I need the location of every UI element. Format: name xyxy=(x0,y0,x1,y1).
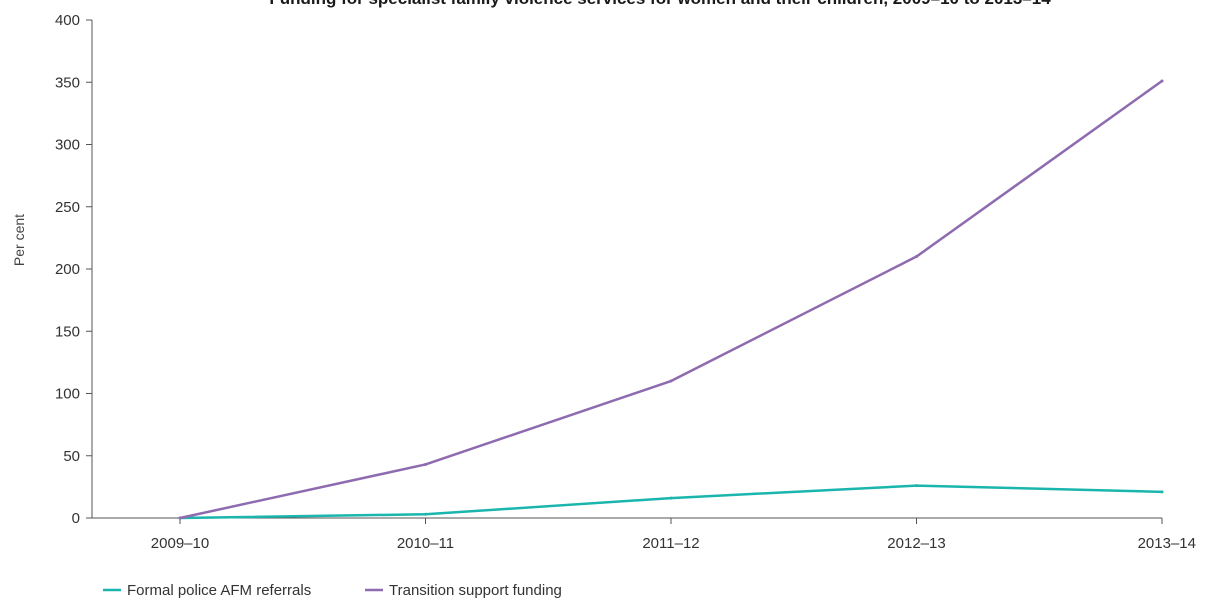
data-point xyxy=(1160,490,1164,494)
x-tick-label: 2011–12 xyxy=(642,535,699,552)
series-line-2 xyxy=(179,79,1163,520)
series-line-1 xyxy=(179,484,1163,520)
y-tick-label: 100 xyxy=(55,386,80,403)
plot-lines xyxy=(178,79,1164,520)
y-tick-label: 350 xyxy=(55,74,80,91)
y-axis-title: Per cent xyxy=(11,214,27,266)
chart-title: Funding for specialist family violence s… xyxy=(269,0,1051,8)
data-point xyxy=(1160,79,1164,83)
y-tick-label: 50 xyxy=(63,448,80,465)
data-point xyxy=(915,255,918,259)
y-tick-label: 250 xyxy=(55,199,80,216)
y-axis: 0 50 100 150 200 250 300 350 400 xyxy=(55,12,93,527)
legend-label: Formal police AFM referrals xyxy=(127,582,311,599)
x-tick-label: 2012–13 xyxy=(887,535,945,552)
data-point xyxy=(178,516,182,520)
data-point xyxy=(424,512,427,516)
data-point xyxy=(669,379,673,383)
data-point xyxy=(424,462,427,466)
y-tick-label: 300 xyxy=(55,137,80,154)
y-tick-label: 150 xyxy=(55,323,80,340)
x-axis: 2009–10 2010–11 2011–12 2012–13 2013–14 xyxy=(92,517,1196,552)
x-tick-label: 2009–10 xyxy=(151,535,209,552)
y-tick-label: 200 xyxy=(55,261,80,278)
data-point xyxy=(669,496,673,500)
legend-label: Transition support funding xyxy=(389,582,562,599)
legend: Formal police AFM referrals Transition su… xyxy=(103,582,562,599)
x-tick-label: 2010–11 xyxy=(397,535,454,552)
x-tick-label: 2013–14 xyxy=(1138,535,1196,552)
data-point xyxy=(915,484,918,488)
y-tick-label: 0 xyxy=(72,510,80,527)
y-tick-label: 400 xyxy=(55,12,80,29)
